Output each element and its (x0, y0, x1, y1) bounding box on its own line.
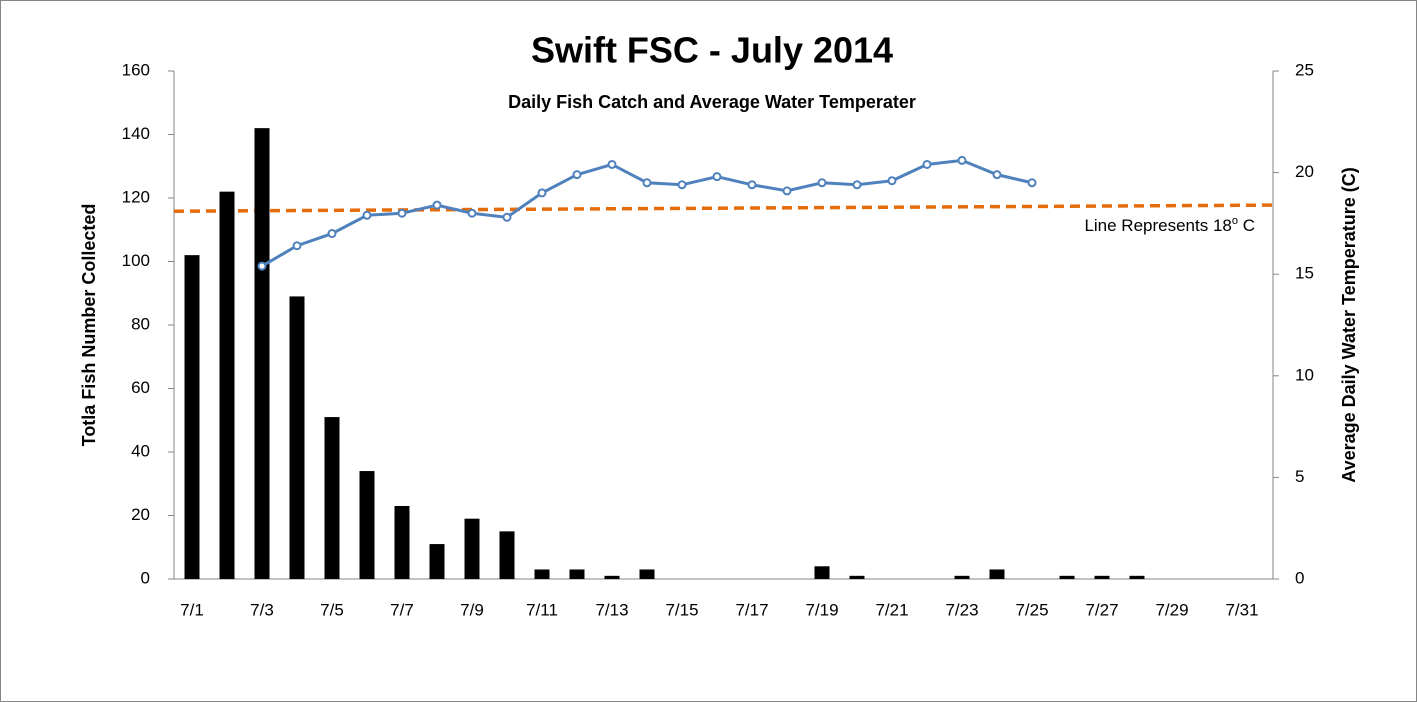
bar (814, 566, 830, 579)
bar (324, 417, 340, 579)
temperature-marker (257, 261, 267, 271)
annotation-part: Line Represents 18 (1084, 216, 1231, 235)
y-tick-label: 40 (131, 441, 150, 460)
x-tick-label: 7/17 (735, 600, 768, 619)
bar (359, 471, 375, 579)
temperature-marker (817, 178, 827, 188)
temperature-marker (642, 178, 652, 188)
temperature-marker (852, 180, 862, 190)
x-tick-label: 7/23 (945, 600, 978, 619)
bar (604, 575, 620, 579)
x-tick-label: 7/29 (1155, 600, 1188, 619)
y-tick-label: 0 (141, 568, 150, 587)
bar (569, 569, 585, 579)
annotation-part: o (1232, 215, 1238, 227)
y2-tick-label: 0 (1295, 568, 1304, 587)
y-tick-label: 100 (122, 251, 150, 270)
temperature-marker (992, 170, 1002, 180)
x-tick-label: 7/5 (320, 600, 344, 619)
bar (219, 191, 235, 579)
bar (1094, 575, 1110, 579)
temperature-marker (957, 155, 967, 165)
temperature-marker (537, 188, 547, 198)
bar (464, 518, 480, 579)
y2-tick-label: 20 (1295, 162, 1314, 181)
bar (954, 575, 970, 579)
x-tick-label: 7/21 (875, 600, 908, 619)
temperature-marker (467, 208, 477, 218)
bar (1059, 575, 1075, 579)
y-axis-label: Totla Fish Number Collected (79, 204, 99, 447)
x-tick-label: 7/25 (1015, 600, 1048, 619)
x-tick-label: 7/9 (460, 600, 484, 619)
x-tick-label: 7/13 (595, 600, 628, 619)
bar (534, 569, 550, 579)
y2-tick-label: 5 (1295, 467, 1304, 486)
y2-tick-label: 10 (1295, 365, 1314, 384)
temperature-marker (397, 208, 407, 218)
y-tick-label: 140 (122, 124, 150, 143)
bar (989, 569, 1005, 579)
temperature-marker (887, 176, 897, 186)
x-tick-label: 7/11 (526, 600, 558, 619)
temperature-marker (502, 212, 512, 222)
bar (394, 505, 410, 579)
x-tick-label: 7/7 (390, 600, 414, 619)
temperature-marker (677, 180, 687, 190)
x-tick-label: 7/31 (1225, 600, 1258, 619)
x-tick-label: 7/15 (665, 600, 698, 619)
y-tick-label: 20 (131, 505, 150, 524)
bar (184, 255, 200, 579)
x-tick-label: 7/3 (250, 600, 274, 619)
temperature-marker (712, 172, 722, 182)
y2-tick-label: 15 (1295, 264, 1314, 283)
annotation-part: C (1238, 216, 1255, 235)
bar (429, 544, 445, 579)
bar (1129, 575, 1145, 579)
y2-axis-label: Average Daily Water Temperature (C) (1339, 167, 1359, 482)
temperature-marker (922, 159, 932, 169)
bar (289, 296, 305, 579)
temperature-marker (607, 159, 617, 169)
y2-tick-label: 25 (1295, 60, 1314, 79)
temperature-marker (327, 229, 337, 239)
chart-title: Swift FSC - July 2014 (531, 30, 893, 71)
reference-line (173, 203, 1274, 213)
y-tick-label: 60 (131, 378, 150, 397)
bar (254, 128, 270, 579)
temperature-marker (362, 210, 372, 220)
bar (639, 569, 655, 579)
y-tick-label: 80 (131, 314, 150, 333)
temperature-marker (292, 241, 302, 251)
temperature-marker (572, 170, 582, 180)
temperature-marker (747, 180, 757, 190)
chart-subtitle: Daily Fish Catch and Average Water Tempe… (508, 92, 916, 112)
bar (849, 575, 865, 579)
temperature-marker (432, 200, 442, 210)
y-tick-label: 160 (122, 60, 150, 79)
x-tick-label: 7/1 (180, 600, 204, 619)
temperature-marker (1027, 178, 1037, 188)
x-tick-label: 7/27 (1085, 600, 1118, 619)
bar (499, 531, 515, 579)
annotation: Line Represents 18o C (1084, 215, 1255, 236)
temperature-marker (782, 186, 792, 196)
y-tick-label: 120 (122, 187, 150, 206)
x-tick-label: 7/19 (805, 600, 838, 619)
